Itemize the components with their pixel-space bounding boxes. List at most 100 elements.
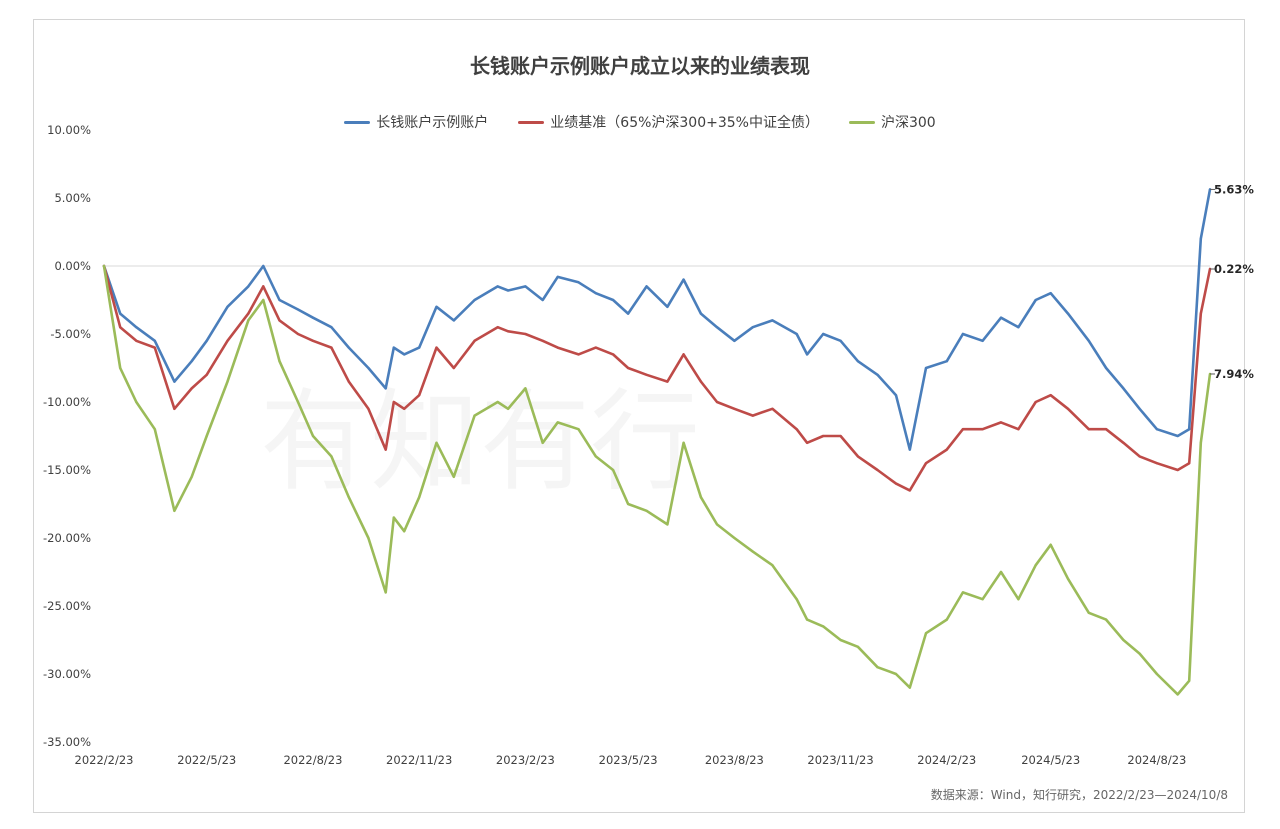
data-point-csi300 <box>473 414 476 417</box>
data-point-csi300 <box>102 264 106 268</box>
data-point-account <box>435 305 438 308</box>
data-point-account <box>119 312 122 315</box>
data-point-account <box>296 308 300 311</box>
data-point-benchmark <box>435 346 438 349</box>
data-point-csi300 <box>496 400 499 404</box>
data-point-account <box>682 278 685 281</box>
data-point-account <box>347 346 350 349</box>
data-point-benchmark <box>507 330 510 333</box>
data-point-csi300 <box>795 598 798 601</box>
data-point-csi300 <box>924 632 928 635</box>
data-point-csi300 <box>699 496 703 499</box>
watermark-text: 有知有行 <box>260 378 700 506</box>
data-point-csi300 <box>190 475 193 478</box>
data-point-csi300 <box>682 441 685 444</box>
data-point-account <box>452 319 455 322</box>
data-point-benchmark <box>795 428 798 431</box>
data-point-benchmark <box>945 448 948 451</box>
data-point-csi300 <box>666 523 669 526</box>
data-point-benchmark <box>367 407 370 410</box>
x-tick-label: 2024/2/23 <box>917 753 976 767</box>
data-point-account <box>153 339 156 342</box>
data-point-benchmark <box>452 366 455 370</box>
data-point-benchmark <box>1176 468 1179 472</box>
data-point-benchmark <box>135 339 138 342</box>
data-point-benchmark <box>751 414 754 417</box>
data-point-benchmark <box>682 353 685 356</box>
data-point-account <box>856 360 860 363</box>
data-point-benchmark <box>1199 312 1202 315</box>
data-point-benchmark <box>556 346 559 349</box>
data-point-account <box>924 366 928 370</box>
data-point-csi300 <box>856 645 860 648</box>
data-point-csi300 <box>1199 441 1202 444</box>
data-point-csi300 <box>556 421 559 424</box>
data-point-benchmark <box>627 366 630 370</box>
data-point-benchmark <box>541 339 544 342</box>
data-point-csi300 <box>1087 611 1090 614</box>
data-point-benchmark <box>699 380 703 383</box>
data-point-benchmark <box>153 346 156 349</box>
data-point-benchmark <box>190 387 193 390</box>
data-point-benchmark <box>262 285 265 288</box>
data-point-csi300 <box>173 509 176 512</box>
data-point-csi300 <box>418 496 421 499</box>
data-point-account <box>1138 407 1141 410</box>
data-point-benchmark <box>894 482 898 485</box>
data-point-benchmark <box>524 332 527 336</box>
data-point-csi300 <box>945 618 948 621</box>
x-tick-label: 2024/5/23 <box>1021 753 1080 767</box>
data-point-account <box>666 305 669 308</box>
data-point-account <box>612 298 615 302</box>
chart-axes: 10.00% 5.00% 0.00% -5.00% -10.00% -15.00% -20.… <box>43 123 1210 767</box>
data-point-account <box>876 373 879 376</box>
data-point-csi300 <box>1138 652 1141 655</box>
data-point-benchmark <box>384 448 387 451</box>
legend-item-csi300: 沪深300 <box>848 112 936 132</box>
data-point-benchmark <box>473 339 476 342</box>
data-point-account <box>330 326 333 329</box>
data-point-csi300 <box>715 523 719 526</box>
data-point-account <box>556 275 559 278</box>
data-point-csi300 <box>822 625 825 628</box>
data-point-account <box>751 326 754 329</box>
data-point-account <box>418 346 421 349</box>
data-point-benchmark <box>1188 462 1191 465</box>
data-point-benchmark <box>205 373 208 376</box>
data-point-benchmark <box>1017 428 1020 431</box>
data-point-account <box>806 353 809 356</box>
data-point-csi300 <box>392 516 395 519</box>
data-point-account <box>1176 434 1179 438</box>
data-point-csi300 <box>330 455 333 458</box>
data-point-benchmark <box>999 421 1003 424</box>
data-point-csi300 <box>311 434 315 438</box>
data-point-benchmark <box>577 353 580 356</box>
data-point-csi300 <box>153 428 156 431</box>
data-point-csi300 <box>839 638 842 642</box>
data-point-csi300 <box>278 360 281 363</box>
data-point-account <box>496 285 499 288</box>
data-point-csi300 <box>1155 672 1158 676</box>
data-point-account <box>594 292 597 295</box>
data-point-csi300 <box>226 380 229 383</box>
legend-swatch-benchmark <box>518 120 545 124</box>
data-point-csi300 <box>384 591 387 594</box>
data-point-benchmark <box>924 462 928 465</box>
data-point-csi300 <box>594 455 597 458</box>
data-point-csi300 <box>1017 598 1020 601</box>
data-point-benchmark <box>876 468 879 472</box>
data-point-csi300 <box>627 502 630 506</box>
x-tick-label: 2023/11/23 <box>807 753 873 767</box>
data-point-csi300 <box>1066 577 1070 580</box>
data-point-csi300 <box>347 496 350 499</box>
end-label-benchmark: 0.22% <box>1214 262 1254 276</box>
legend-label-benchmark: 业绩基准（65%沪深300+35%中证全债） <box>550 115 819 131</box>
legend-item-benchmark: 业绩基准（65%沪深300+35%中证全债） <box>518 112 819 132</box>
data-point-account <box>999 316 1003 319</box>
legend-label-csi300: 沪深300 <box>880 115 936 131</box>
data-point-account <box>577 281 580 284</box>
data-point-account <box>524 285 527 288</box>
x-tick-label: 2022/5/23 <box>177 753 236 767</box>
data-point-account <box>715 326 719 329</box>
data-point-account <box>627 312 630 315</box>
